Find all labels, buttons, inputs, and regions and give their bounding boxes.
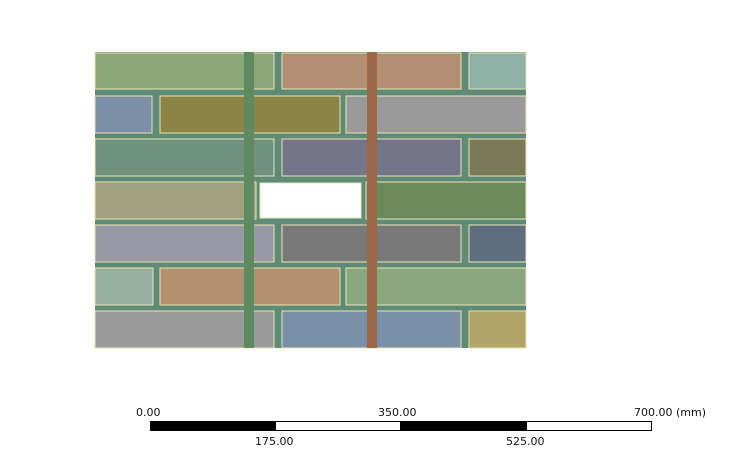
brick-row5-brick3[interactable] (468, 224, 527, 263)
scale-label-700: 700.00 (mm) (634, 406, 706, 419)
scale-segment (150, 421, 276, 431)
column-left[interactable] (244, 52, 254, 348)
scale-label-525: 525.00 (506, 435, 545, 448)
scale-label-350: 350.00 (378, 406, 417, 419)
brick-row2-brick1[interactable] (94, 95, 153, 134)
brick-row4-brick1[interactable] (94, 181, 257, 220)
scale-label-0: 0.00 (136, 406, 161, 419)
brick-row3-brick3[interactable] (468, 138, 527, 177)
scale-segment (400, 421, 527, 431)
scale-segment (526, 421, 652, 431)
scale-label-175: 175.00 (255, 435, 294, 448)
wall-opening (259, 182, 362, 219)
brick-row1-brick3[interactable] (468, 52, 527, 90)
scale-segment (275, 421, 401, 431)
brick-row7-brick3[interactable] (468, 310, 527, 349)
brick-row4-brick2[interactable] (365, 181, 527, 220)
column-right[interactable] (367, 52, 377, 348)
brick-row6-brick1[interactable] (94, 267, 154, 306)
scale-bar (150, 421, 652, 431)
